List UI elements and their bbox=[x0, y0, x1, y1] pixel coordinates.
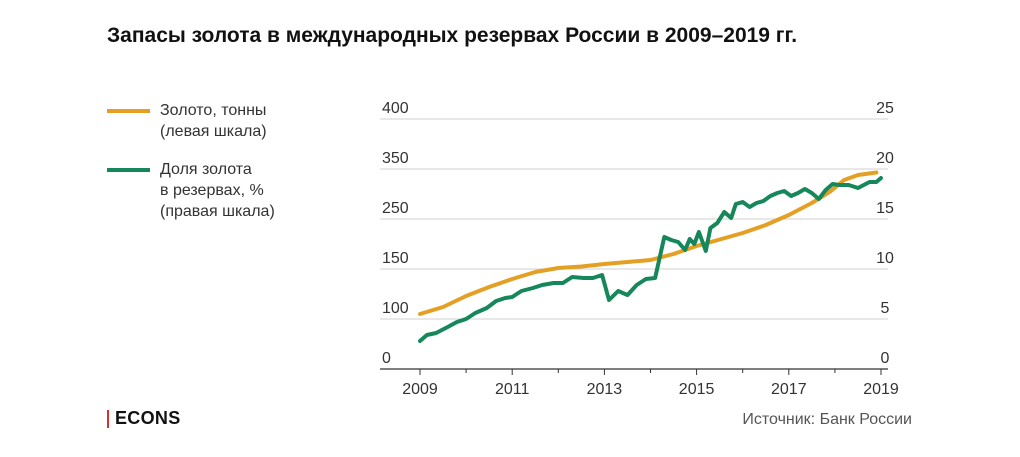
logo-text: ECONS bbox=[115, 408, 181, 428]
x-axis-tick-label: 2011 bbox=[495, 381, 530, 398]
series-line-gold-share bbox=[418, 176, 883, 343]
x-axis-tick-label: 2015 bbox=[679, 381, 715, 398]
legend-swatch-share bbox=[107, 168, 150, 172]
left-axis-tick-label: 400 bbox=[382, 100, 409, 117]
left-axis-tick-label: 350 bbox=[382, 150, 409, 167]
x-axis-tick-label: 2017 bbox=[771, 381, 807, 398]
legend-swatch-gold bbox=[107, 109, 150, 113]
right-axis-tick-label: 5 bbox=[881, 300, 890, 317]
legend-line: Золото, тонны bbox=[160, 102, 267, 119]
series-line-gold-tonnes bbox=[418, 170, 879, 316]
left-axis-tick-label: 100 bbox=[382, 300, 409, 317]
right-axis-tick-label: 0 bbox=[881, 350, 890, 367]
right-axis-tick-label: 10 bbox=[876, 250, 894, 267]
legend-label-share: Доля золота в резервах, % (правая шкала) bbox=[160, 159, 275, 222]
legend-label-gold: Золото, тонны (левая шкала) bbox=[160, 100, 267, 142]
legend: Золото, тонны (левая шкала) Доля золота … bbox=[107, 100, 275, 239]
legend-item-gold-tonnes: Золото, тонны (левая шкала) bbox=[107, 100, 275, 142]
econs-logo: ECONS bbox=[107, 408, 181, 429]
x-axis-tick-label: 2009 bbox=[402, 381, 438, 398]
legend-line: (левая шкала) bbox=[160, 123, 267, 140]
legend-item-gold-share: Доля золота в резервах, % (правая шкала) bbox=[107, 159, 275, 222]
legend-line: (правая шкала) bbox=[160, 203, 275, 220]
left-axis-tick-label: 150 bbox=[382, 250, 409, 267]
chart-title: Запасы золота в международных резервах Р… bbox=[107, 24, 798, 47]
legend-line: Доля золота bbox=[160, 161, 252, 178]
x-axis-tick-label: 2019 bbox=[863, 381, 899, 398]
series-lines bbox=[418, 170, 883, 343]
right-axis-tick-label: 15 bbox=[876, 200, 894, 217]
axes: 0 100 150 250 350 400 0 5 10 15 20 25 2009 2011 2013 20… bbox=[382, 100, 899, 398]
right-axis-tick-label: 25 bbox=[876, 100, 894, 117]
right-axis-tick-label: 20 bbox=[876, 150, 894, 167]
x-axis-tick-label: 2013 bbox=[587, 381, 623, 398]
source-note: Источник: Банк России bbox=[742, 411, 912, 428]
left-axis-tick-label: 0 bbox=[382, 350, 391, 367]
logo-red-bar bbox=[107, 409, 109, 428]
left-axis-tick-label: 250 bbox=[382, 200, 409, 217]
legend-line: в резервах, % bbox=[160, 182, 264, 199]
grid bbox=[380, 118, 888, 370]
